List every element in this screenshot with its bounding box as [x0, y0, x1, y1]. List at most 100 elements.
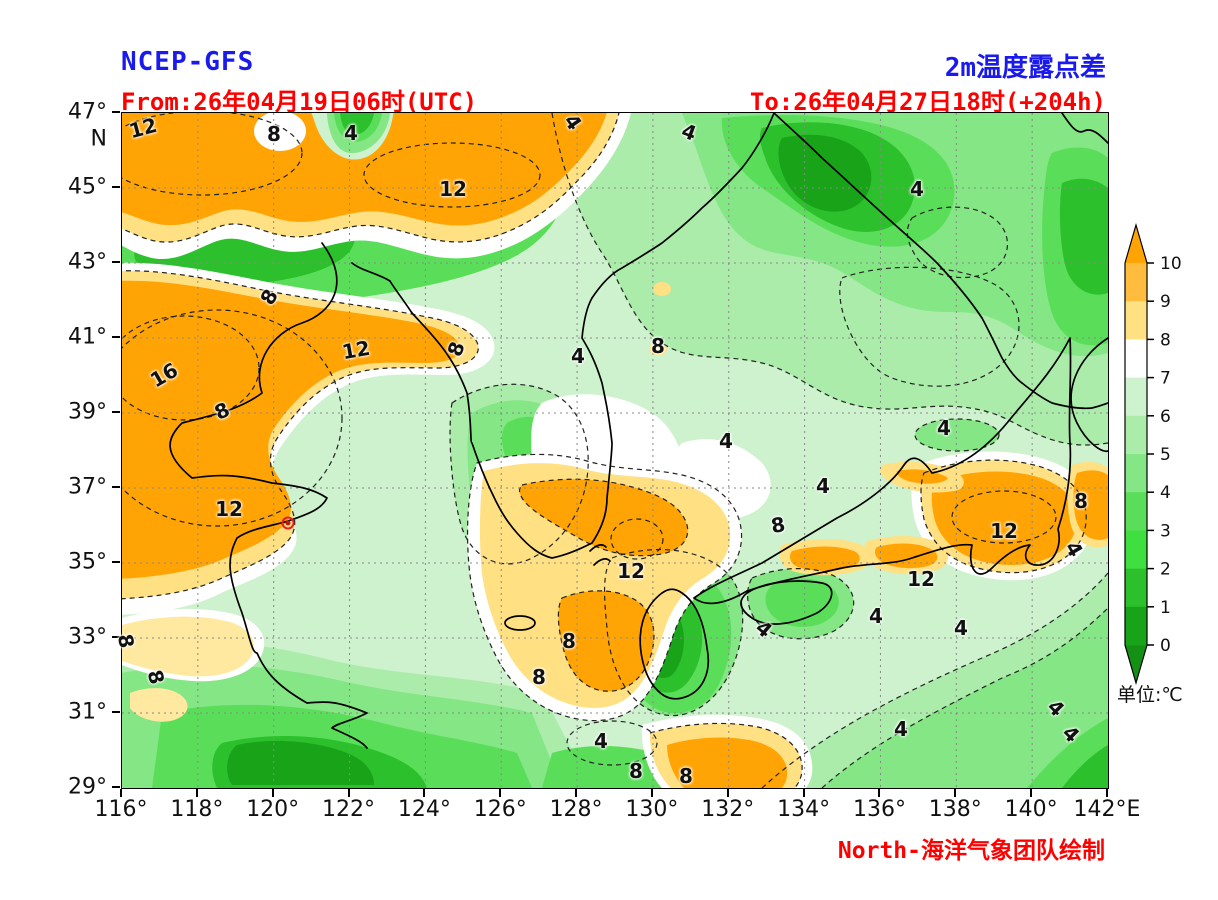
x-axis-tick-label: 120°: [246, 797, 300, 822]
contour-value-label: 12: [215, 497, 243, 521]
page-title: 2m温度露点差: [944, 53, 1106, 83]
contour-value-label: 4: [750, 615, 778, 643]
contour-value-label: 4: [937, 416, 951, 440]
colorbar-tick-label: 7: [1160, 369, 1171, 389]
contour-value-label: 4: [910, 177, 924, 201]
y-axis-tick: [112, 411, 120, 413]
y-axis-tick-label: 31°: [68, 699, 107, 725]
x-axis-tick: [802, 789, 805, 797]
contour-value-label: 8: [769, 511, 787, 539]
y-axis-tick: [112, 636, 120, 638]
y-axis-tick-label: 45°: [68, 174, 107, 200]
contour-value-label: 8: [651, 334, 665, 358]
contour-value-label: 12: [907, 567, 935, 591]
x-axis-tick: [650, 789, 653, 797]
x-axis-tick-label: 138°: [928, 797, 982, 822]
x-axis-tick-label: 130°: [625, 797, 679, 822]
x-axis-tick: [423, 789, 426, 797]
contour-value-label: 4: [1042, 694, 1070, 722]
contour-value-label: 12: [990, 519, 1018, 543]
contour-value-label: 8: [112, 632, 140, 650]
lat-lon-grid: [122, 113, 1108, 788]
contour-value-label: 8: [142, 667, 170, 687]
y-axis-suffix: N: [90, 126, 107, 152]
contour-value-label: 8: [255, 284, 283, 310]
x-axis-tick-label: 124°: [397, 797, 451, 822]
contour-value-label: 8: [629, 759, 643, 783]
y-axis-tick: [112, 561, 120, 563]
colorbar-tick-label: 8: [1160, 330, 1171, 350]
contour-value-label: 8: [679, 764, 693, 788]
x-axis-tick-label: 142°E: [1073, 797, 1141, 822]
contour-value-label: 8: [442, 338, 470, 360]
contour-value-label: 4: [344, 121, 358, 145]
forecast-from-time: From:26年04月19日06时(UTC): [121, 88, 478, 116]
coastlines: [169, 113, 1108, 749]
y-axis-tick: [112, 486, 120, 488]
y-axis-tick-label: 47°: [68, 99, 107, 125]
x-axis-tick: [347, 789, 350, 797]
contour-value-label: 4: [894, 717, 908, 741]
colorbar-tick-label: 6: [1160, 407, 1171, 427]
y-axis-tick: [112, 711, 120, 713]
x-axis-tick-label: 128°: [549, 797, 603, 822]
contour-value-label: 8: [267, 122, 281, 146]
y-axis-tick-label: 39°: [68, 399, 107, 425]
station-marker: [281, 516, 295, 530]
contour-value-label: 12: [340, 335, 372, 365]
map-canvas: 12 8 4 12 4 4 4 8 12 8 4 8 16 8 4 4 12 8 4 12 8 4 12 12 8 8 8 8 4 8 8 4…: [113, 109, 1109, 789]
contour-label-layer: 12 8 4 12 4 4 4 8 12 8 4 8 16 8 4 4 12 8 4 12 8 4 12 12 8 8 8 8 4 8 8 4…: [113, 109, 1108, 788]
contour-value-label: 8: [532, 665, 546, 689]
contour-value-label: 12: [126, 112, 160, 144]
contour-value-label: 4: [816, 474, 830, 498]
y-axis-tick: [112, 186, 120, 188]
station-marker-dot: [285, 520, 291, 526]
contour-value-label: 4: [954, 616, 968, 640]
y-axis-tick-label: 29°: [68, 774, 107, 800]
contour-value-label: 8: [562, 629, 576, 653]
colorbar-unit-label: 单位:℃: [1117, 684, 1183, 706]
contour-value-label: 4: [1057, 720, 1085, 748]
contour-value-label: 8: [210, 397, 234, 425]
contour-value-label: 8: [1074, 489, 1088, 513]
credit-text: North-海洋气象团队绘制: [837, 838, 1105, 864]
contour-value-label: 4: [571, 344, 585, 368]
x-axis-tick: [120, 789, 122, 797]
contour-value-label: 4: [719, 429, 733, 453]
colorbar-tick-label: 9: [1160, 292, 1171, 312]
x-axis-tick-label: 116°: [94, 797, 148, 822]
x-axis-tick: [954, 789, 957, 797]
contour-value-label: 4: [559, 109, 587, 135]
x-axis-tick-label: 134°: [777, 797, 831, 822]
colorbar-tick-label: 4: [1160, 483, 1171, 503]
x-axis-tick: [1106, 789, 1108, 797]
x-axis-tick: [878, 789, 881, 797]
x-axis-tick: [726, 789, 729, 797]
x-axis-tick-label: 140°: [1004, 797, 1058, 822]
colorbar-tick-label: 5: [1160, 445, 1171, 465]
colorbar-tick-label: 10: [1160, 254, 1182, 274]
colorbar: 10 9 8 7 6 5 4 3 2 1 0: [1117, 217, 1197, 692]
contour-value-label: 4: [678, 118, 700, 146]
colorbar-tick-label: 0: [1160, 636, 1171, 656]
y-axis-tick-label: 35°: [68, 549, 107, 575]
y-axis-tick-label: 43°: [68, 249, 107, 275]
y-axis-tick: [112, 261, 120, 263]
y-axis-tick: [112, 111, 120, 113]
y-axis-tick: [112, 786, 120, 788]
x-axis-tick: [1030, 789, 1033, 797]
x-axis-tick-label: 136°: [852, 797, 906, 822]
x-axis-tick-label: 122°: [322, 797, 376, 822]
x-axis-tick: [575, 789, 578, 797]
contour-lines: [122, 113, 1108, 788]
x-axis-tick-label: 118°: [170, 797, 224, 822]
y-axis-tick-label: 33°: [68, 624, 107, 650]
contour-value-label: 4: [1060, 536, 1088, 562]
colorbar-tick-label: 3: [1160, 521, 1171, 541]
contour-value-label: 12: [617, 559, 645, 583]
forecast-to-time: To:26年04月27日18时(+204h): [749, 88, 1106, 116]
contour-value-label: 4: [594, 729, 608, 753]
y-axis-tick-label: 41°: [68, 324, 107, 350]
